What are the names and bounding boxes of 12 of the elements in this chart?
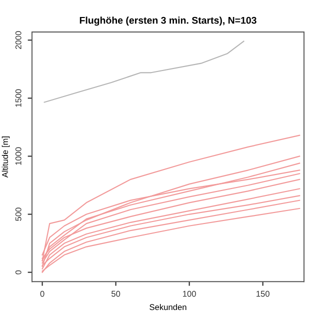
y-axis-title: Altitude [m]	[2, 136, 10, 178]
y-tick-label: 1000	[15, 147, 22, 165]
x-tick-label: 0	[40, 290, 44, 297]
y-tick-label: 2000	[15, 31, 22, 49]
y-tick-label: 1500	[15, 89, 22, 107]
chart-title: Flughöhe (ersten 3 min. Starts), N=103	[80, 16, 256, 26]
y-tick-label: 0	[15, 270, 22, 274]
y-tick-label: 500	[15, 208, 22, 221]
x-axis-title: Sekunden	[150, 304, 186, 310]
x-tick-label: 50	[112, 290, 120, 297]
x-tick-label: 150	[256, 290, 270, 297]
x-tick-label: 100	[183, 290, 196, 297]
